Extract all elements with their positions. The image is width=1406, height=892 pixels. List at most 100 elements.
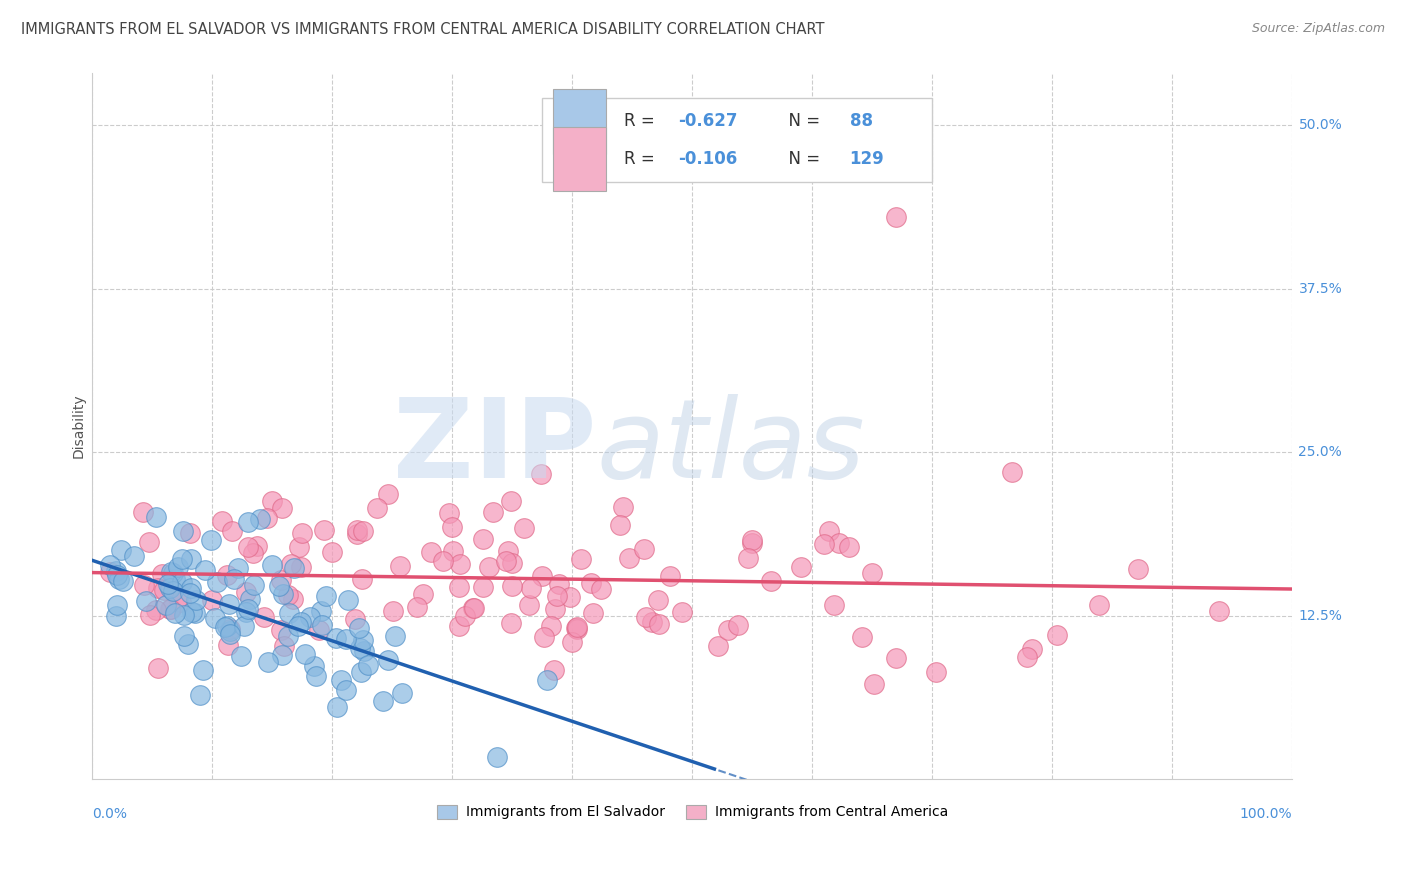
Point — [609, 518, 631, 533]
Point — [548, 576, 571, 591]
Point — [271, 501, 294, 516]
Point — [283, 561, 305, 575]
Point — [167, 591, 190, 606]
Point — [299, 609, 322, 624]
Point — [382, 604, 405, 618]
Point — [312, 523, 335, 537]
Point — [851, 631, 873, 645]
Point — [180, 581, 202, 595]
Text: N =: N = — [778, 112, 825, 130]
Point — [561, 635, 583, 649]
Point — [441, 544, 464, 558]
Point — [437, 506, 460, 520]
Point — [353, 644, 375, 658]
Point — [565, 622, 588, 636]
Point — [221, 524, 243, 538]
Point — [789, 559, 811, 574]
Point — [391, 686, 413, 700]
Point — [531, 569, 554, 583]
Point — [177, 637, 200, 651]
Point — [132, 505, 155, 519]
Point — [1046, 628, 1069, 642]
Text: -0.106: -0.106 — [678, 150, 737, 168]
Point — [253, 609, 276, 624]
Point — [231, 648, 253, 663]
Point — [326, 700, 349, 714]
Point — [335, 683, 357, 698]
Point — [533, 630, 555, 644]
Point — [104, 609, 127, 624]
Point — [290, 559, 312, 574]
Point — [215, 619, 238, 633]
Point — [384, 629, 406, 643]
Point — [540, 619, 562, 633]
Point — [180, 552, 202, 566]
Point — [226, 560, 249, 574]
Point — [302, 658, 325, 673]
Point — [349, 621, 371, 635]
Point — [543, 663, 565, 677]
Point — [160, 601, 183, 615]
Point — [159, 581, 181, 595]
Point — [647, 616, 669, 631]
Point — [105, 564, 128, 578]
Point — [108, 572, 131, 586]
Point — [641, 615, 664, 629]
Text: R =: R = — [624, 150, 659, 168]
Point — [352, 524, 374, 538]
Point — [305, 669, 328, 683]
Point — [172, 552, 194, 566]
Point — [633, 541, 655, 556]
Point — [823, 598, 845, 612]
Point — [335, 632, 357, 647]
Point — [513, 521, 536, 535]
Point — [277, 607, 299, 621]
Point — [256, 511, 278, 525]
Point — [325, 631, 347, 645]
Point — [110, 543, 132, 558]
Point — [647, 592, 669, 607]
Point — [190, 688, 212, 702]
Point — [520, 582, 543, 596]
Point — [463, 601, 485, 615]
Point — [222, 572, 245, 586]
Point — [153, 582, 176, 597]
Point — [309, 604, 332, 618]
Point — [1126, 562, 1149, 576]
Point — [1000, 465, 1022, 479]
Point — [294, 647, 316, 661]
Point — [219, 622, 242, 636]
Point — [496, 544, 519, 558]
Point — [501, 556, 523, 570]
Point — [167, 560, 190, 574]
Point — [346, 526, 368, 541]
Point — [501, 579, 523, 593]
Point — [366, 501, 388, 516]
Point — [270, 574, 292, 588]
Point — [349, 641, 371, 656]
Point — [569, 552, 592, 566]
Text: R =: R = — [624, 112, 659, 130]
Point — [218, 597, 240, 611]
Point — [290, 615, 312, 629]
Point — [350, 572, 373, 586]
Point — [145, 509, 167, 524]
Point — [179, 586, 201, 600]
Point — [205, 574, 228, 589]
Point — [482, 505, 505, 519]
Point — [519, 598, 541, 612]
Point — [145, 603, 167, 617]
Point — [181, 605, 204, 619]
Point — [159, 602, 181, 616]
Point — [287, 540, 309, 554]
Point — [277, 588, 299, 602]
Point — [235, 605, 257, 619]
Point — [162, 583, 184, 598]
Point — [155, 598, 177, 612]
Point — [277, 629, 299, 643]
Point — [860, 566, 883, 580]
Point — [706, 639, 728, 653]
Point — [659, 569, 682, 583]
Point — [478, 559, 501, 574]
Point — [281, 591, 304, 606]
